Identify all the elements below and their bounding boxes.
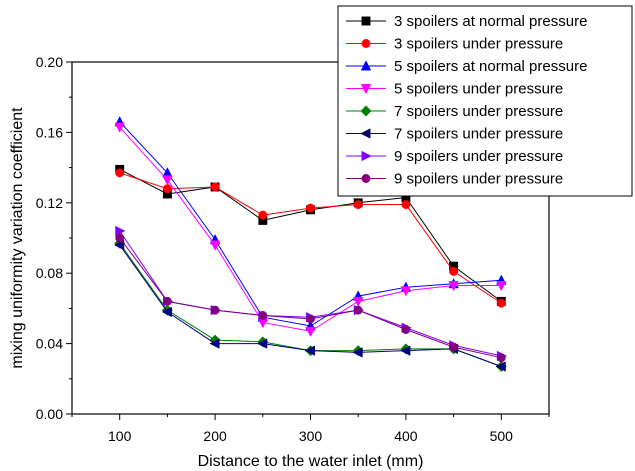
data-point (162, 184, 172, 194)
x-tick-label: 200 (203, 428, 227, 444)
data-point (161, 306, 172, 318)
data-point (305, 326, 316, 338)
data-point (496, 298, 506, 308)
data-point (401, 200, 411, 210)
data-point (495, 361, 506, 372)
series-4 (114, 122, 507, 338)
legend-item: 3 spoilers at normal pressure (346, 13, 587, 30)
data-point (210, 305, 220, 315)
y-tick-label: 0.04 (36, 336, 63, 352)
series-8 (115, 233, 506, 363)
series-line (119, 237, 502, 359)
legend-marker (361, 150, 372, 162)
data-point (304, 345, 315, 356)
data-point (306, 203, 315, 213)
legend-marker (361, 174, 371, 183)
legend-label: 3 spoilers under pressure (394, 36, 563, 53)
data-point (209, 338, 220, 349)
data-point (115, 225, 126, 237)
y-tick-label: 0.12 (36, 195, 63, 211)
x-axis-label: Distance to the water inlet (mm) (198, 453, 424, 470)
legend-item: 7 spoilers under pressure (346, 126, 563, 143)
data-point (210, 182, 220, 192)
data-point (113, 239, 125, 251)
data-point (352, 347, 363, 358)
legend-item: 5 spoilers under pressure (346, 81, 563, 98)
legend-marker (360, 84, 372, 95)
legend-item: 9 spoilers under pressure (346, 148, 563, 165)
legend-box (337, 5, 633, 197)
legend-item: 7 spoilers under pressure (346, 103, 563, 120)
legend-marker (360, 105, 372, 117)
data-point (496, 281, 507, 292)
data-point (115, 233, 125, 243)
data-point (496, 353, 506, 363)
series-7 (115, 225, 508, 362)
legend-label: 5 spoilers at normal pressure (394, 58, 587, 75)
legend-label: 7 spoilers under pressure (394, 103, 563, 120)
data-point (115, 168, 125, 178)
data-point (449, 266, 459, 276)
legend: 3 spoilers at normal pressure 3 spoilers … (337, 5, 633, 197)
data-point (258, 310, 268, 320)
series-line (119, 230, 502, 357)
data-point (353, 200, 363, 210)
data-point (448, 281, 459, 292)
data-point (449, 342, 459, 352)
y-tick-label: 0.20 (36, 54, 63, 70)
data-point (400, 286, 412, 297)
x-tick-label: 100 (108, 428, 132, 444)
y-tick-label: 0.08 (36, 265, 63, 281)
series-layer (113, 116, 508, 373)
y-tick-label: 0.00 (36, 406, 63, 422)
legend-marker (360, 128, 371, 139)
data-point (306, 314, 315, 324)
axes: 100 200 300 400 500 0.00 0.04 0.08 0.12 0.16 0.20 (36, 54, 550, 444)
legend-marker (360, 60, 372, 71)
legend-marker (361, 39, 371, 48)
data-point (401, 325, 411, 334)
x-tick-label: 400 (394, 428, 418, 444)
legend-label: 7 spoilers under pressure (394, 126, 563, 143)
data-point (209, 240, 221, 251)
legend-label: 3 spoilers at normal pressure (394, 13, 587, 30)
legend-item: 9 spoilers under pressure (346, 171, 563, 188)
x-tick-label: 500 (490, 428, 514, 444)
series-2 (115, 168, 506, 308)
data-point (352, 296, 364, 308)
legend-item: 3 spoilers under pressure (346, 36, 563, 53)
data-point (400, 345, 411, 356)
y-axis-label: mixing uniformity variation coefficient (9, 107, 26, 369)
data-point (258, 210, 268, 220)
legend-label: 9 spoilers under pressure (394, 148, 563, 165)
legend-item: 5 spoilers at normal pressure (346, 58, 587, 75)
y-tick-label: 0.16 (36, 124, 63, 140)
data-point (114, 122, 125, 133)
data-point (162, 175, 173, 186)
data-point (162, 296, 172, 306)
data-point (353, 305, 363, 315)
x-tick-label: 300 (299, 428, 323, 444)
series-6 (113, 239, 506, 372)
legend-marker (361, 16, 371, 26)
legend-label: 9 spoilers under pressure (394, 171, 563, 188)
data-point (257, 338, 268, 349)
legend-label: 5 spoilers under pressure (394, 81, 563, 98)
